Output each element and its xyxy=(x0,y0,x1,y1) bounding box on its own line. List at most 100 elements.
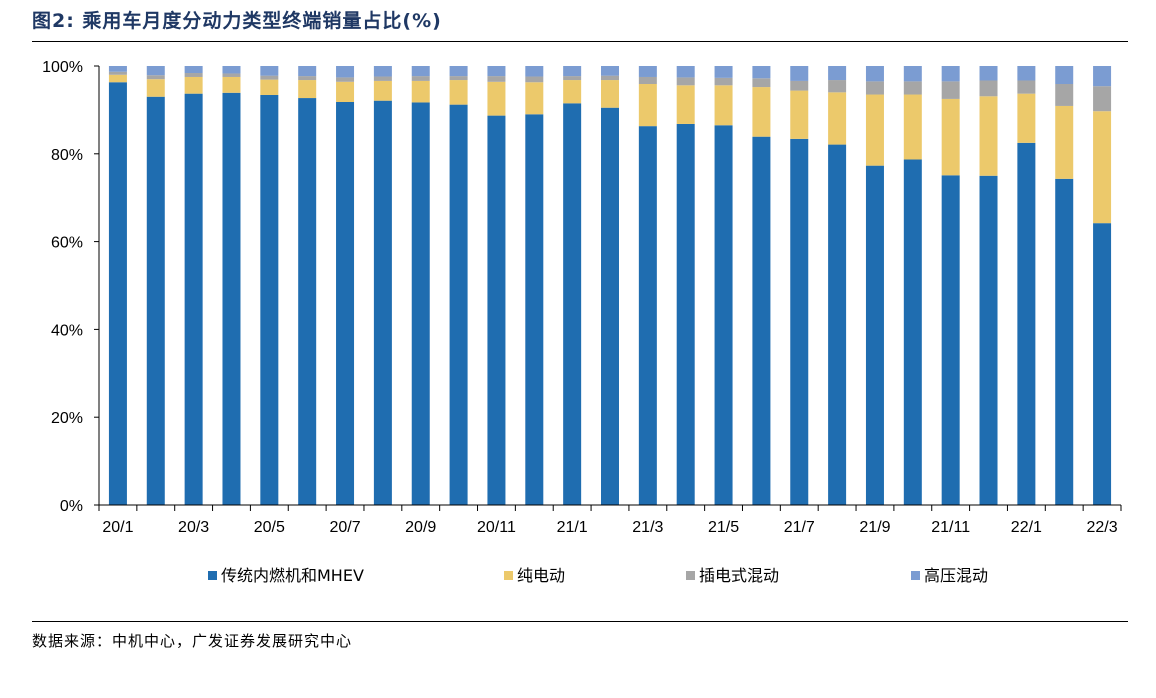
legend-label: 高压混动 xyxy=(924,566,988,585)
bar-segment-20-11-s2 xyxy=(487,76,506,82)
bar-segment-21-7-s1 xyxy=(790,90,809,139)
bar-segment-21-1-s2 xyxy=(563,76,582,81)
bar-segment-21-5-s1 xyxy=(714,85,733,126)
bar-segment-21-8-s1 xyxy=(828,92,847,145)
x-tick-label: 21/11 xyxy=(931,519,970,536)
bar-segment-22-3-s2 xyxy=(1093,86,1112,112)
bar-segment-21-4-s1 xyxy=(676,85,695,124)
bar-segment-20-5-s2 xyxy=(260,75,279,80)
bar-segment-20-10-s3 xyxy=(449,66,468,77)
bar-segment-21-6-s3 xyxy=(752,66,771,79)
bar-segment-21-11-s0 xyxy=(941,175,960,505)
x-tick-label: 21/9 xyxy=(859,519,890,536)
bar-segment-20-12-s0 xyxy=(525,114,544,505)
bar-segment-20-4-s3 xyxy=(222,66,241,74)
bar-segment-21-4-s2 xyxy=(676,77,695,86)
bar-segment-21-1-s1 xyxy=(563,80,582,104)
bar-segment-21-4-s0 xyxy=(676,123,695,505)
bar-segment-20-6-s2 xyxy=(298,76,317,81)
bar-segment-22-1-s2 xyxy=(1017,80,1036,94)
legend: 传统内燃机和MHEV 纯电动 插电式混动 高压混动 xyxy=(208,566,988,585)
bar-segment-20-1-s1 xyxy=(108,74,127,83)
x-tick-labels: 20/1 20/3 20/5 20/7 20/9 20/11 21/1 21/3 21/5 21/… xyxy=(102,519,1117,536)
bar-segment-21-10-s0 xyxy=(903,159,922,505)
bar-segment-20-3-s1 xyxy=(184,76,203,94)
bar-segment-21-1-s0 xyxy=(563,103,582,505)
bar-segment-21-11-s3 xyxy=(941,66,960,82)
bar-segment-20-3-s3 xyxy=(184,66,203,74)
bar-segment-21-8-s0 xyxy=(828,144,847,505)
bar-segment-20-10-s2 xyxy=(449,76,468,81)
axes-layer xyxy=(94,65,1122,511)
bar-segment-20-2-s0 xyxy=(146,96,165,505)
bar-segment-20-9-s3 xyxy=(411,66,430,77)
legend-swatch xyxy=(504,571,513,580)
figure-title: 图2: 乘用车月度分动力类型终端销量占比(%) xyxy=(32,10,442,32)
bar-segment-20-7-s3 xyxy=(336,66,355,78)
bar-segment-21-5-s0 xyxy=(714,125,733,505)
bar-segment-20-11-s1 xyxy=(487,81,506,116)
bar-segment-22-3-s0 xyxy=(1093,223,1112,505)
bar-segment-20-9-s1 xyxy=(411,80,430,103)
bar-segment-21-3-s3 xyxy=(638,66,657,77)
bar-segment-20-8-s1 xyxy=(373,80,392,101)
bar-segment-21-11-s2 xyxy=(941,81,960,99)
bar-segment-20-6-s3 xyxy=(298,66,317,77)
legend-label: 传统内燃机和MHEV xyxy=(221,566,364,585)
bar-segment-20-4-s0 xyxy=(222,92,241,505)
x-tick-label: 20/1 xyxy=(102,519,133,536)
bar-segment-21-10-s3 xyxy=(903,66,922,82)
bar-segment-20-10-s0 xyxy=(449,104,468,505)
bar-segment-21-8-s3 xyxy=(828,66,847,81)
x-tick-label: 20/5 xyxy=(254,519,285,536)
bar-segment-20-6-s0 xyxy=(298,98,317,506)
bar-segment-21-6-s1 xyxy=(752,87,771,137)
bar-segment-20-1-s3 xyxy=(108,66,127,72)
bar-segment-21-12-s3 xyxy=(979,66,998,81)
bar-segment-21-3-s2 xyxy=(638,76,657,84)
bar-segment-20-11-s0 xyxy=(487,115,506,506)
x-tick-label: 20/9 xyxy=(405,519,436,536)
bar-segment-20-8-s0 xyxy=(373,100,392,506)
bar-segment-22-3-s1 xyxy=(1093,111,1112,224)
bar-segment-20-12-s3 xyxy=(525,66,544,77)
bar-segment-20-5-s3 xyxy=(260,66,279,76)
bar-segment-21-6-s0 xyxy=(752,136,771,505)
bar-segment-21-9-s0 xyxy=(865,165,884,505)
bar-segment-21-9-s3 xyxy=(865,66,884,82)
bar-segment-20-9-s2 xyxy=(411,76,430,81)
bar-segment-21-3-s0 xyxy=(638,126,657,505)
source-rule xyxy=(32,621,1128,622)
bar-segment-21-5-s3 xyxy=(714,66,733,78)
bar-segment-21-10-s1 xyxy=(903,94,922,160)
bar-segment-21-2-s3 xyxy=(601,66,619,76)
legend-label: 插电式混动 xyxy=(699,566,779,585)
y-tick-label: 100% xyxy=(42,59,83,76)
bar-segment-21-4-s3 xyxy=(676,66,695,78)
y-tick-label: 60% xyxy=(51,235,83,252)
legend-swatch xyxy=(208,571,217,580)
x-tick-label: 21/5 xyxy=(708,519,739,536)
y-tick-label: 80% xyxy=(51,147,83,164)
y-tick-label: 40% xyxy=(51,322,83,339)
bar-segment-21-8-s2 xyxy=(828,80,847,93)
bar-segment-21-11-s1 xyxy=(941,98,960,176)
bar-segment-21-12-s0 xyxy=(979,175,998,505)
bar-segment-20-5-s0 xyxy=(260,94,279,505)
bar-segment-20-2-s1 xyxy=(146,79,165,97)
bar-segment-21-7-s3 xyxy=(790,66,809,81)
bar-segment-20-3-s0 xyxy=(184,93,203,505)
bar-segment-20-7-s0 xyxy=(336,102,355,505)
bar-segment-22-2-s2 xyxy=(1055,84,1074,106)
bar-segment-20-11-s3 xyxy=(487,66,506,77)
x-tick-label: 22/1 xyxy=(1011,519,1042,536)
bar-segment-21-2-s1 xyxy=(601,80,619,108)
title-rule xyxy=(32,41,1128,42)
bar-segment-21-2-s0 xyxy=(601,107,619,505)
bar-segment-22-1-s1 xyxy=(1017,93,1036,143)
bar-segment-20-8-s2 xyxy=(373,76,392,81)
bar-layer xyxy=(108,66,1112,506)
bar-segment-20-2-s2 xyxy=(146,75,165,80)
bar-segment-22-2-s1 xyxy=(1055,105,1074,179)
